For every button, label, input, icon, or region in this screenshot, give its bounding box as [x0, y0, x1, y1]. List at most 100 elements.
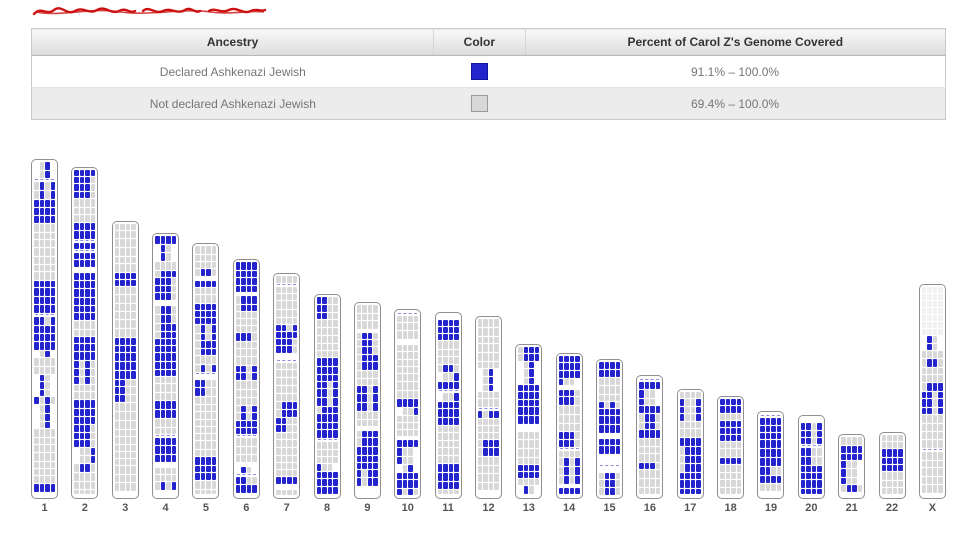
segment-band — [921, 375, 944, 382]
chromosome-label: 17 — [684, 502, 697, 514]
segment-band — [840, 454, 863, 460]
segment-band — [275, 378, 298, 385]
segment-band — [679, 422, 702, 428]
segment-band — [114, 257, 137, 263]
segment-band — [316, 464, 339, 471]
segment-band — [275, 370, 298, 377]
segment-band — [517, 486, 540, 494]
chromosome-10: 10 — [394, 309, 422, 514]
chromosome-label: 11 — [442, 502, 454, 514]
segment-band — [356, 371, 379, 378]
dashed-separator — [196, 373, 216, 375]
segment-band — [33, 297, 56, 304]
segment-band — [477, 377, 500, 384]
segment-band — [437, 418, 460, 425]
segment-band — [679, 407, 702, 413]
segment-band — [840, 461, 863, 468]
segment-band — [316, 457, 339, 463]
segment-band — [356, 456, 379, 462]
segment-band — [114, 412, 137, 420]
segment-band — [396, 367, 419, 373]
segment-band — [33, 171, 56, 178]
ancestry-column-header: Ancestry — [31, 28, 435, 56]
chromosome-2: 2 — [71, 167, 99, 514]
segment-band — [316, 479, 339, 486]
page: Ancestry Color Percent of Carol Z's Geno… — [31, 7, 946, 514]
segment-band — [921, 294, 944, 300]
segment-band — [33, 375, 56, 381]
segment-band — [275, 394, 298, 401]
segment-band — [921, 322, 944, 328]
segment-band — [396, 480, 419, 488]
segment-band — [73, 243, 96, 249]
segment-band — [558, 406, 581, 414]
dashed-separator — [35, 179, 54, 181]
chromosome-6: 6 — [232, 259, 260, 514]
segment-band — [194, 420, 217, 426]
chromosome-bar-18 — [717, 396, 745, 499]
segment-band — [477, 369, 500, 376]
not-declared-color-swatch — [470, 95, 488, 112]
segment-band — [73, 177, 96, 183]
segment-band — [881, 449, 904, 457]
chromosome-bar-X — [918, 284, 946, 499]
segment-band — [33, 200, 56, 207]
chromosome-label: 1 — [41, 502, 48, 514]
segment-band — [517, 362, 540, 368]
segment-band — [598, 480, 621, 487]
chromosome-18: 18 — [717, 396, 745, 514]
segment-band — [154, 370, 177, 376]
segment-band — [719, 399, 742, 405]
segment-band — [33, 358, 56, 366]
segment-band — [73, 337, 96, 343]
segment-band — [73, 482, 96, 489]
segment-band — [194, 473, 217, 480]
segment-band — [275, 470, 298, 476]
segment-band — [114, 445, 137, 451]
segment-band — [477, 319, 500, 327]
segment-band — [114, 231, 137, 238]
segment-band — [73, 433, 96, 439]
segment-band — [477, 466, 500, 473]
segment-band — [437, 350, 460, 356]
segment-band — [759, 426, 782, 432]
segment-band — [396, 331, 419, 339]
segment-band — [638, 447, 661, 453]
segment-band — [517, 440, 540, 448]
segment-band — [154, 401, 177, 409]
segment-band — [33, 208, 56, 215]
segment-band — [477, 362, 500, 368]
chromosome-label: 20 — [805, 502, 818, 514]
segment-band — [33, 288, 56, 296]
legend-row-not-declared: Not declared Ashkenazi Jewish 69.4% – 10… — [31, 87, 946, 120]
segment-band — [33, 224, 56, 232]
segment-band — [719, 428, 742, 434]
segment-band — [558, 440, 581, 447]
segment-band — [437, 320, 460, 326]
segment-band — [316, 442, 339, 449]
segment-band — [235, 413, 258, 420]
segment-band — [881, 442, 904, 448]
dashed-separator — [438, 390, 458, 392]
segment-band — [679, 438, 702, 446]
segment-band — [275, 310, 298, 317]
chromosome-bar-9 — [353, 302, 381, 499]
segment-band — [73, 313, 96, 320]
segment-band — [396, 399, 419, 407]
segment-band — [598, 402, 621, 408]
segment-band — [517, 369, 540, 377]
dashed-separator — [922, 449, 942, 451]
segment-band — [477, 433, 500, 439]
segment-band — [356, 305, 379, 313]
segment-band — [437, 441, 460, 447]
segment-band — [437, 448, 460, 455]
segment-band — [235, 373, 258, 380]
segment-band — [194, 341, 217, 348]
segment-band — [73, 330, 96, 336]
dashed-separator — [317, 439, 337, 441]
segment-band — [316, 487, 339, 494]
segment-band — [558, 451, 581, 457]
segment-band — [477, 344, 500, 352]
declared-percent-range: 91.1% – 100.0% — [525, 55, 946, 88]
chromosome-bar-21 — [838, 434, 866, 499]
